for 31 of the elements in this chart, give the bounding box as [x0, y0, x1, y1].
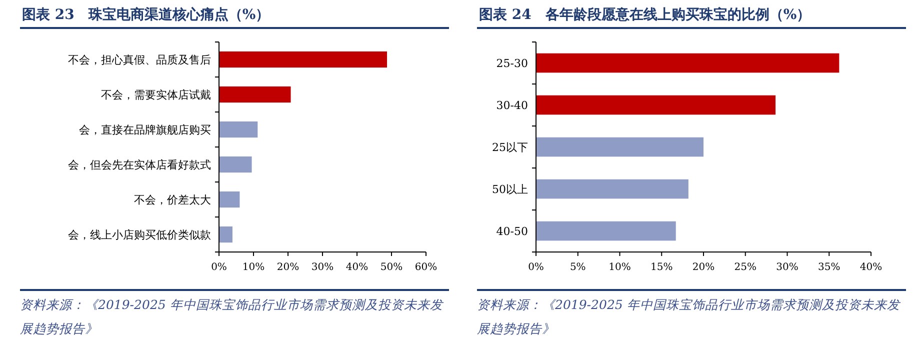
- x-tick-label: 35%: [818, 262, 840, 273]
- x-tick-label: 50%: [380, 262, 403, 273]
- x-tick-label: 60%: [414, 262, 438, 273]
- x-tick-label: 0%: [528, 262, 544, 273]
- y-tick-label: 50以上: [492, 183, 528, 196]
- x-tick-label: 20%: [276, 262, 300, 273]
- text: 资料来源：《2019-2025 年中国珠宝饰品行业市场需求预测及投资未来发展趋势报告》: [20, 296, 444, 338]
- y-tick-label: 30-40: [496, 99, 528, 112]
- x-tick-label: 20%: [692, 262, 715, 273]
- x-tick-label: 5%: [570, 262, 586, 273]
- x-tick-label: 0%: [211, 262, 227, 273]
- y-tick-label: 会，直接在品牌旗舰店购买: [79, 124, 211, 136]
- y-tick-label: 40-50: [496, 225, 528, 238]
- chart-title: 图表 23 珠宝电商渠道核心痛点（%）: [22, 6, 270, 23]
- chart-title: 图表 24 各年龄段愿意在线上购买珠宝的比例（%）: [479, 6, 811, 23]
- x-tick-label: 25%: [734, 262, 756, 273]
- y-tick-label: 会，但会先在实体店看好款式: [68, 158, 211, 172]
- x-tick-label: 40%: [860, 262, 882, 273]
- y-tick-label: 不会，需要实体店试戴: [101, 88, 211, 102]
- x-tick-label: 15%: [650, 262, 673, 273]
- text: 资料来源：《2019-2025 年中国珠宝饰品行业市场需求预测及投资未来发展趋势报告》: [477, 296, 902, 338]
- x-tick-label: 40%: [346, 262, 368, 273]
- x-tick-label: 10%: [242, 262, 265, 273]
- x-tick-label: 10%: [608, 262, 631, 273]
- x-tick-label: 30%: [311, 262, 334, 273]
- y-tick-label: 不会，价差太大: [134, 194, 211, 206]
- y-tick-label: 25-30: [496, 57, 528, 70]
- y-tick-label: 25以下: [492, 141, 528, 154]
- y-tick-label: 不会，担心真假、品质及售后: [68, 54, 211, 66]
- y-tick-label: 会，线上小店购买低价类似款: [68, 228, 211, 242]
- x-tick-label: 30%: [776, 262, 798, 273]
